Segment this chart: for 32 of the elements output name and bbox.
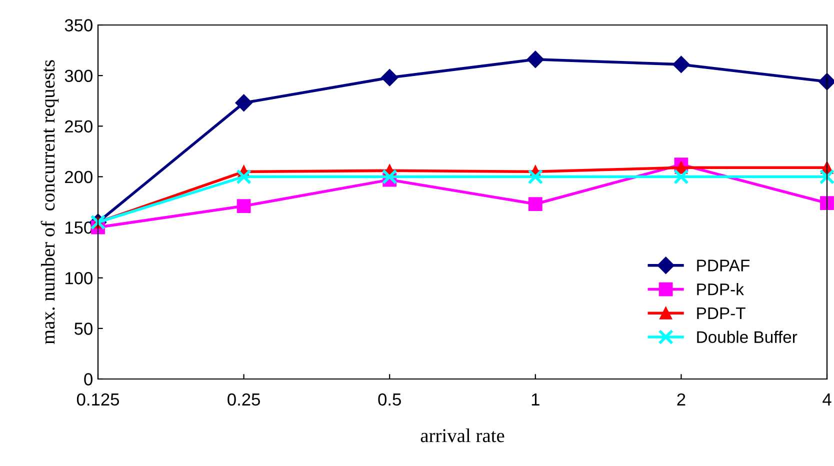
point — [236, 199, 251, 213]
point — [382, 169, 398, 184]
x-tick-label: 4 — [822, 394, 832, 406]
point — [528, 197, 542, 211]
point — [236, 169, 252, 184]
y-tick-label: 250 — [65, 120, 92, 133]
point — [528, 169, 544, 184]
point — [235, 94, 252, 112]
x-tick-label: 1 — [532, 394, 540, 406]
y-tick-label: 100 — [66, 272, 92, 284]
y-tick-label: 200 — [65, 170, 92, 184]
legend-label: PDP-T — [697, 308, 746, 319]
y-tick-label: 300 — [64, 70, 92, 82]
x-axis-title: arrival rate — [420, 428, 504, 442]
y-tick-label: 0 — [84, 373, 92, 386]
point — [819, 169, 834, 184]
x-tick-label: 0.125 — [76, 393, 119, 406]
point — [381, 69, 398, 86]
legend-label: PDP-k — [697, 283, 744, 296]
point — [674, 169, 689, 184]
y-axis-title: max. number of concurrent requests — [40, 60, 59, 344]
point — [820, 196, 834, 210]
x-tick-label: 0.25 — [228, 393, 260, 406]
legend-label: Double Buffer — [697, 330, 798, 344]
x-tick-label: 2 — [677, 393, 686, 406]
point — [818, 73, 834, 90]
y-tick-label: 350 — [64, 19, 92, 32]
point — [526, 50, 544, 68]
y-tick-label: 50 — [74, 322, 92, 335]
x-tick-label: 0.5 — [378, 393, 401, 406]
point — [672, 56, 690, 73]
legend-label: PDPAF — [697, 260, 750, 272]
